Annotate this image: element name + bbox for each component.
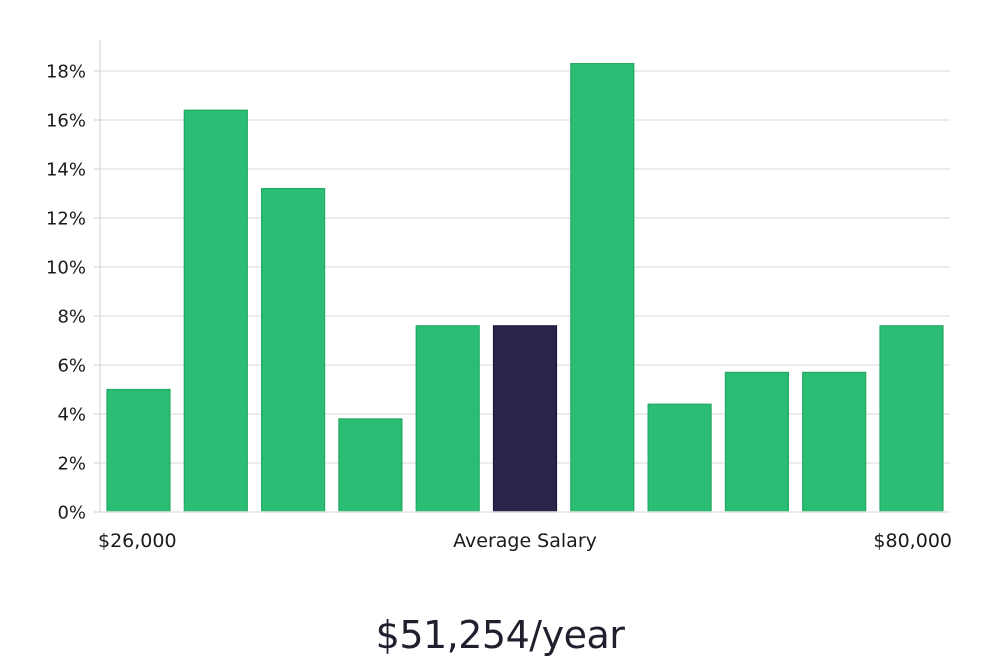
bar bbox=[261, 188, 326, 513]
y-tick-label: 12% bbox=[46, 209, 86, 230]
bar bbox=[106, 388, 171, 513]
y-tick-label: 4% bbox=[57, 405, 86, 426]
y-tick-label: 2% bbox=[57, 454, 86, 475]
average-salary-value: $51,254/year bbox=[376, 613, 626, 657]
bar-average-salary bbox=[492, 325, 558, 513]
y-tick-label: 10% bbox=[46, 258, 86, 279]
bar bbox=[724, 371, 790, 513]
x-label-average: Average Salary bbox=[453, 530, 597, 552]
y-tick-label: 8% bbox=[57, 307, 86, 328]
x-label-min: $26,000 bbox=[98, 530, 177, 552]
y-tick-label: 0% bbox=[57, 503, 86, 524]
bar bbox=[415, 325, 480, 513]
y-tick-label: 18% bbox=[46, 62, 86, 83]
bar bbox=[802, 371, 867, 513]
bar bbox=[570, 62, 635, 513]
bar bbox=[879, 325, 944, 513]
bar bbox=[338, 418, 403, 513]
x-label-max: $80,000 bbox=[873, 530, 952, 552]
y-tick-label: 14% bbox=[46, 160, 86, 181]
bar bbox=[183, 109, 248, 513]
bar bbox=[647, 403, 712, 513]
y-tick-label: 6% bbox=[57, 356, 86, 377]
y-tick-label: 16% bbox=[46, 111, 86, 132]
y-axis-ticks: 0% 2% 4% 6% 8% 10% 12% 14% 16% 18% bbox=[46, 62, 100, 524]
bars bbox=[106, 62, 944, 513]
